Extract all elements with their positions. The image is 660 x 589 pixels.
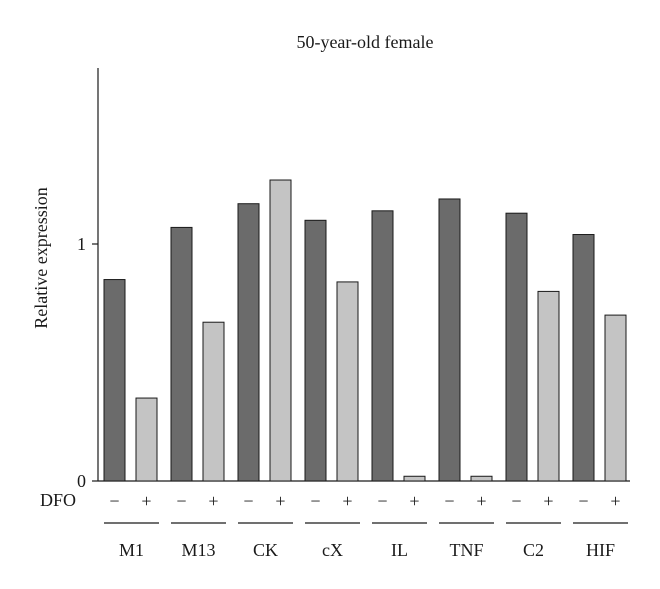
category-label: IL [391,540,408,560]
treatment-sign: + [476,491,486,511]
treatment-label: DFO [40,490,76,510]
category-groups: M1 M13 CK cX IL TNF C2 HIF [104,522,628,560]
treatment-sign: + [342,491,352,511]
category-label: cX [322,540,343,560]
bar-cx-minus [304,219,327,482]
bar-hif-plus [604,314,627,482]
bar-il-minus [371,210,394,482]
category-label: C2 [523,540,544,560]
bar-ck-plus [269,179,292,482]
treatment-sign: − [578,491,588,511]
treatment-sign: + [208,491,218,511]
treatment-sign: − [444,491,454,511]
bar-tnf-minus [438,198,461,482]
treatment-sign: + [543,491,553,511]
treatment-sign: − [176,491,186,511]
category-label: HIF [586,540,615,560]
treatment-sign: − [109,491,119,511]
bar-hif-minus [572,234,595,482]
category-label: CK [253,540,278,560]
treatment-sign: − [243,491,253,511]
treatment-signs-group: − + − + − + − + − + − + − + − + [109,491,620,511]
bars-group [103,179,627,482]
chart-title: 50-year-old female [296,32,433,52]
treatment-sign: − [511,491,521,511]
bar-cx-plus [336,281,359,482]
y-tick-label: 0 [77,471,86,491]
y-ticks-group: 01 [77,234,98,491]
treatment-sign: − [377,491,387,511]
treatment-sign: + [610,491,620,511]
category-label: M1 [119,540,144,560]
category-label: M13 [181,540,215,560]
bar-c2-minus [505,212,528,482]
bar-m13-minus [170,226,193,482]
y-tick-label: 1 [77,234,86,254]
treatment-sign: + [275,491,285,511]
bar-m1-plus [135,397,158,482]
treatment-sign: + [141,491,151,511]
category-label: TNF [449,540,483,560]
bar-c2-plus [537,290,560,482]
y-axis-label: Relative expression [31,187,51,328]
treatment-sign: − [310,491,320,511]
bar-ck-minus [237,203,260,482]
bar-il-plus [403,475,426,482]
treatment-sign: + [409,491,419,511]
bar-m13-plus [202,321,225,482]
bar-m1-minus [103,279,126,482]
bar-tnf-plus [470,475,493,482]
